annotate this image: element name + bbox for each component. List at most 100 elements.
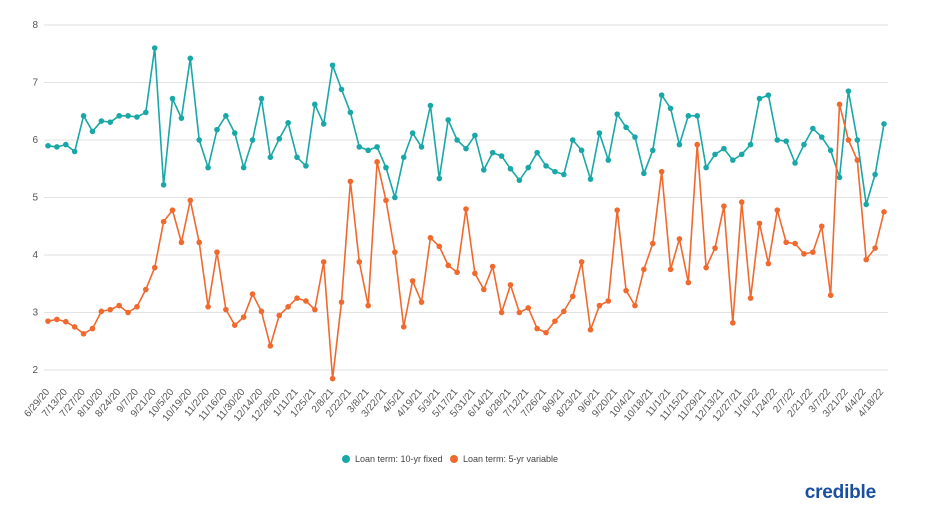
data-point bbox=[472, 132, 478, 139]
data-point bbox=[205, 164, 211, 171]
data-point bbox=[231, 322, 238, 328]
data-point bbox=[507, 165, 514, 172]
data-point bbox=[178, 115, 185, 121]
data-point bbox=[507, 282, 514, 288]
data-point bbox=[312, 101, 318, 108]
data-point bbox=[561, 171, 567, 178]
data-point bbox=[738, 199, 745, 205]
data-point bbox=[694, 141, 701, 148]
data-point bbox=[614, 207, 620, 213]
data-point bbox=[62, 141, 69, 148]
data-point bbox=[596, 130, 603, 136]
data-point bbox=[231, 130, 238, 136]
credible-logo: credible bbox=[804, 482, 876, 503]
data-point bbox=[151, 45, 158, 51]
data-point bbox=[783, 138, 789, 144]
data-point bbox=[143, 109, 149, 116]
data-point bbox=[134, 303, 140, 310]
data-point bbox=[863, 256, 870, 263]
data-point bbox=[320, 121, 327, 127]
data-point bbox=[703, 264, 709, 271]
data-point bbox=[534, 149, 540, 156]
legend-label: Loan term: 10-yr fixed bbox=[355, 454, 443, 464]
data-point bbox=[463, 145, 469, 152]
data-point bbox=[730, 157, 736, 163]
data-point bbox=[107, 119, 114, 125]
data-point bbox=[98, 118, 105, 124]
data-point bbox=[365, 147, 371, 154]
data-point bbox=[285, 303, 291, 310]
data-point bbox=[685, 113, 692, 119]
data-point bbox=[872, 171, 878, 178]
data-point bbox=[196, 137, 202, 143]
data-point bbox=[774, 137, 781, 143]
data-point bbox=[738, 151, 745, 158]
data-point bbox=[854, 157, 861, 163]
data-point bbox=[525, 164, 532, 171]
data-point bbox=[721, 145, 727, 152]
data-point bbox=[178, 239, 185, 246]
data-point bbox=[489, 263, 496, 270]
grid-lines bbox=[44, 24, 888, 371]
data-point bbox=[383, 164, 389, 171]
data-point bbox=[543, 329, 549, 336]
series-line bbox=[47, 103, 885, 380]
data-point bbox=[712, 151, 718, 158]
data-point bbox=[418, 144, 425, 150]
data-point bbox=[863, 201, 870, 208]
y-tick-label: 4 bbox=[32, 250, 38, 261]
data-point bbox=[836, 174, 843, 181]
data-point bbox=[649, 147, 656, 154]
data-point bbox=[472, 270, 478, 277]
data-point bbox=[525, 305, 532, 311]
y-tick-label: 8 bbox=[32, 20, 38, 31]
data-point bbox=[827, 147, 834, 154]
data-point bbox=[329, 62, 336, 69]
data-point bbox=[276, 312, 283, 319]
series-ten-year-fixed bbox=[45, 45, 887, 208]
data-point bbox=[676, 236, 683, 242]
data-point bbox=[489, 149, 496, 156]
data-point bbox=[267, 343, 274, 349]
data-point bbox=[303, 298, 309, 304]
data-point bbox=[445, 262, 452, 269]
data-point bbox=[516, 177, 523, 184]
data-point bbox=[801, 251, 807, 257]
data-point bbox=[54, 316, 60, 323]
data-point bbox=[223, 306, 229, 313]
legend-label: Loan term: 5-yr variable bbox=[463, 454, 558, 464]
data-point bbox=[267, 154, 274, 161]
series-five-year-variable bbox=[45, 101, 887, 382]
data-point bbox=[480, 286, 487, 293]
data-point bbox=[801, 141, 807, 148]
data-point bbox=[747, 295, 754, 301]
data-point bbox=[756, 220, 763, 227]
data-point bbox=[312, 306, 318, 313]
data-point bbox=[747, 141, 754, 148]
data-point bbox=[436, 243, 443, 250]
data-point bbox=[196, 239, 202, 246]
data-point bbox=[427, 234, 434, 241]
data-point bbox=[792, 160, 798, 166]
data-point bbox=[400, 324, 407, 330]
data-point bbox=[294, 154, 300, 161]
data-point bbox=[721, 203, 727, 209]
series-layer bbox=[45, 45, 887, 382]
data-point bbox=[303, 163, 309, 169]
data-point bbox=[169, 95, 176, 102]
data-point bbox=[765, 260, 772, 267]
data-point bbox=[498, 309, 505, 316]
data-point bbox=[347, 109, 354, 116]
data-point bbox=[320, 259, 327, 265]
data-point bbox=[107, 306, 114, 313]
data-point bbox=[765, 92, 772, 98]
data-point bbox=[667, 105, 674, 112]
data-point bbox=[294, 295, 300, 301]
data-point bbox=[587, 326, 594, 333]
data-point bbox=[881, 209, 887, 215]
data-point bbox=[569, 293, 576, 300]
data-point bbox=[845, 137, 852, 143]
data-point bbox=[605, 298, 612, 304]
data-point bbox=[552, 318, 558, 324]
